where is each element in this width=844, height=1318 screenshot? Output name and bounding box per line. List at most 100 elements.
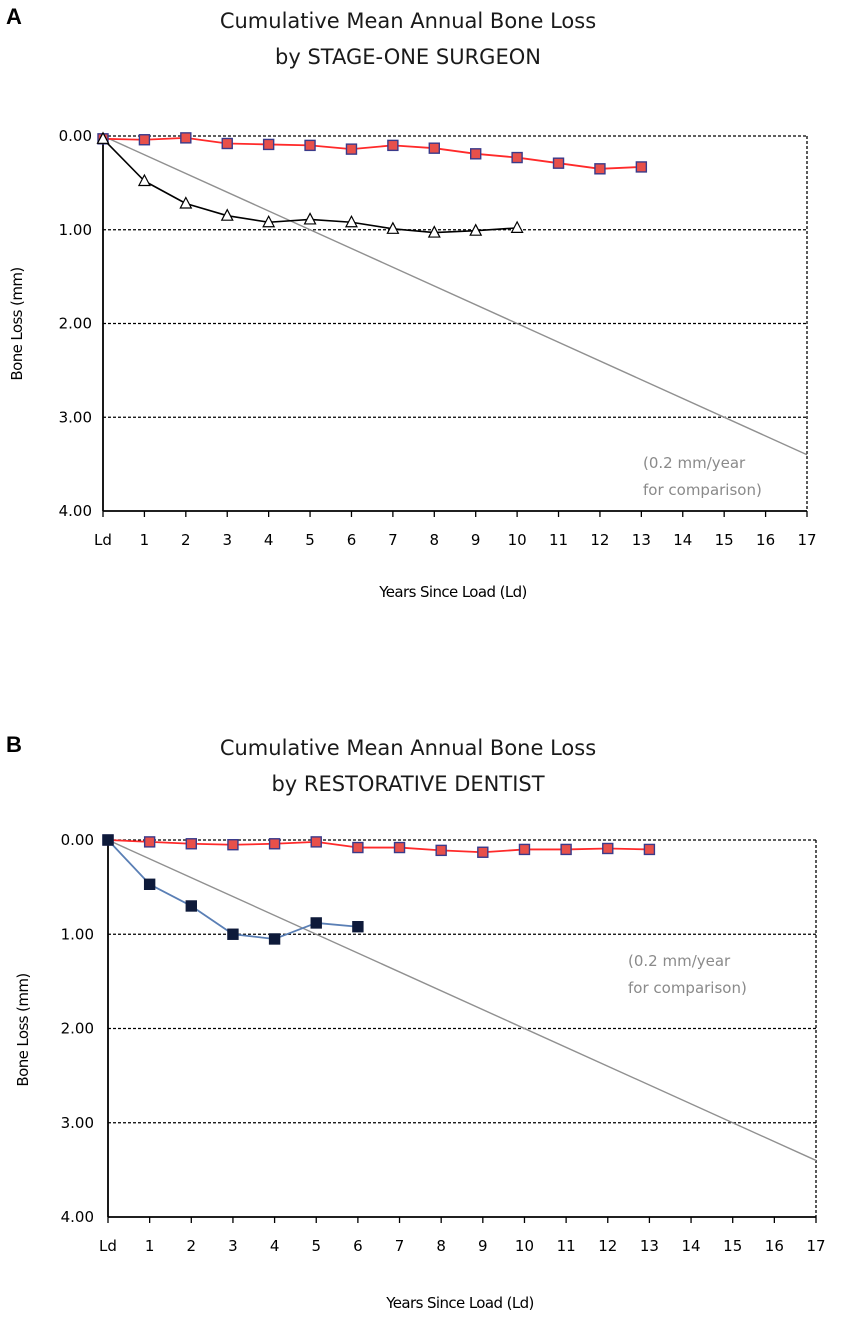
- x-tick-label: 12: [590, 531, 609, 549]
- x-tick-label: 17: [797, 531, 816, 549]
- y-tick-label: 3.00: [61, 1114, 94, 1132]
- x-tick-label: 11: [557, 1237, 576, 1255]
- x-tick-label: 11: [549, 531, 568, 549]
- y-tick-label: 0.00: [61, 831, 94, 849]
- data-point: [552, 157, 565, 169]
- x-tick-label: 5: [305, 531, 315, 549]
- x-tick-label: 4: [270, 1237, 280, 1255]
- data-point: [594, 163, 606, 175]
- series-reference-0.2-mm-per-year: [102, 135, 808, 456]
- x-tick-label: 8: [430, 531, 440, 549]
- x-axis-label: Years Since Load (Ld): [385, 1294, 534, 1312]
- series-dark-squares: [102, 834, 364, 945]
- data-point: [262, 138, 275, 151]
- x-tick-label: 4: [264, 531, 274, 549]
- data-point: [179, 196, 193, 209]
- data-point: [352, 841, 364, 854]
- data-point: [304, 139, 316, 152]
- data-point: [435, 844, 447, 857]
- x-tick-label: 10: [508, 531, 527, 549]
- data-point: [268, 933, 281, 945]
- chart-title-line-1: Cumulative Mean Annual Bone Loss: [220, 736, 596, 760]
- x-axis-label: Years Since Load (Ld): [378, 583, 527, 601]
- y-tick-label: 3.00: [59, 408, 92, 426]
- data-point: [393, 841, 406, 854]
- series-red-squares: [102, 834, 656, 858]
- annotation-line-2: for comparison): [643, 481, 762, 499]
- reference-line: [102, 135, 808, 456]
- data-point: [386, 221, 400, 234]
- data-point: [427, 225, 441, 238]
- y-tick-label: 1.00: [59, 221, 92, 239]
- data-point: [137, 173, 151, 187]
- data-point: [602, 842, 614, 855]
- y-axis-label: Bone Loss (mm): [14, 973, 32, 1086]
- data-point: [268, 838, 281, 850]
- series-reference-0.2-mm-per-year: [107, 839, 817, 1162]
- data-point: [143, 836, 156, 848]
- data-point: [345, 143, 358, 155]
- data-point: [143, 878, 156, 890]
- data-point: [560, 843, 572, 856]
- data-point: [352, 921, 364, 933]
- x-tick-label: 2: [181, 531, 191, 549]
- x-tick-label: 7: [388, 531, 398, 549]
- data-point: [262, 214, 276, 228]
- data-point: [310, 836, 322, 848]
- reference-line: [107, 839, 817, 1162]
- x-tick-label: 9: [478, 1237, 488, 1255]
- x-tick-label: 15: [723, 1237, 742, 1255]
- x-tick-label: 13: [632, 531, 651, 549]
- data-point: [643, 843, 656, 856]
- x-tick-label: 7: [395, 1237, 405, 1255]
- series-line: [107, 839, 650, 854]
- data-point: [227, 928, 239, 940]
- data-point: [227, 839, 239, 851]
- data-point: [138, 134, 151, 146]
- panel-letter: A: [6, 4, 22, 29]
- x-tick-label: 1: [140, 531, 150, 549]
- chart-panel-a: A Cumulative Mean Annual Bone Loss by STAG…: [6, 4, 817, 601]
- y-tick-label: 0.00: [59, 127, 92, 145]
- data-point: [220, 208, 234, 221]
- y-axis-label: Bone Loss (mm): [8, 267, 26, 380]
- x-tick-label: 6: [353, 1237, 363, 1255]
- x-tick-label: 13: [640, 1237, 659, 1255]
- chart-title-line-1: Cumulative Mean Annual Bone Loss: [220, 9, 596, 33]
- series-red-squares: [97, 132, 648, 175]
- data-point: [387, 139, 399, 152]
- x-tick-label: 9: [471, 531, 481, 549]
- chart-title-line-2: by STAGE-ONE SURGEON: [275, 45, 541, 69]
- x-tick-label: 15: [715, 531, 734, 549]
- x-tick-label: 6: [347, 531, 357, 549]
- data-point: [185, 900, 197, 912]
- y-tick-label: 4.00: [59, 502, 92, 520]
- data-point: [310, 917, 322, 929]
- data-point: [428, 142, 440, 154]
- x-tick-label: 5: [311, 1237, 321, 1255]
- panel-letter: B: [6, 732, 22, 757]
- data-point: [96, 131, 110, 144]
- data-point: [185, 838, 197, 850]
- x-tick-label: 3: [222, 531, 232, 549]
- data-point: [635, 161, 648, 173]
- x-tick-label: 12: [598, 1237, 617, 1255]
- data-point: [303, 212, 317, 225]
- data-point: [344, 214, 358, 228]
- annotation-line-1: (0.2 mm/year: [643, 454, 746, 472]
- data-point: [470, 148, 482, 160]
- series-open-triangles: [96, 131, 524, 238]
- x-tick-label: Ld: [94, 531, 112, 549]
- x-tick-label: 14: [682, 1237, 701, 1255]
- data-point: [477, 846, 489, 858]
- data-point: [518, 843, 531, 856]
- series-line: [102, 136, 642, 170]
- x-tick-label: 1: [145, 1237, 155, 1255]
- y-tick-label: 4.00: [61, 1208, 94, 1226]
- data-point: [469, 223, 483, 236]
- y-tick-label: 2.00: [59, 315, 92, 333]
- x-tick-label: 14: [673, 531, 692, 549]
- data-point: [510, 220, 524, 233]
- x-tick-label: 3: [228, 1237, 238, 1255]
